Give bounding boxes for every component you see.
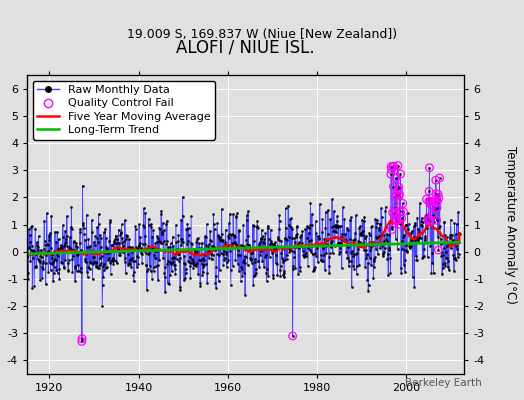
Point [395, 184, 403, 190]
Point [434, 195, 443, 201]
Point [399, 200, 407, 207]
Point [392, 175, 400, 181]
Point [424, 198, 433, 205]
Point [432, 177, 440, 183]
Point [288, 333, 297, 339]
Point [388, 226, 396, 233]
Point [387, 163, 396, 170]
Point [425, 218, 434, 224]
Point [432, 190, 440, 197]
Point [391, 194, 399, 200]
Point [396, 171, 405, 177]
Point [390, 214, 399, 220]
Point [397, 215, 406, 222]
Point [429, 202, 437, 209]
Point [425, 164, 434, 171]
Point [387, 171, 395, 177]
Point [389, 184, 398, 190]
Point [395, 191, 403, 198]
Point [433, 199, 442, 205]
Point [434, 191, 442, 198]
Point [390, 205, 398, 212]
Point [388, 210, 397, 216]
Point [435, 175, 444, 181]
Point [433, 205, 441, 211]
Point [394, 162, 402, 169]
Point [396, 221, 404, 228]
Point [391, 209, 399, 215]
Point [393, 218, 401, 224]
Point [434, 247, 443, 253]
Point [429, 212, 438, 218]
Point [396, 208, 405, 215]
Point [425, 188, 433, 194]
Point [427, 198, 435, 205]
Point [430, 199, 438, 205]
Point [392, 192, 400, 198]
Point [392, 216, 401, 223]
Legend: Raw Monthly Data, Quality Control Fail, Five Year Moving Average, Long-Term Tren: Raw Monthly Data, Quality Control Fail, … [32, 81, 215, 140]
Point [427, 201, 435, 208]
Point [432, 217, 441, 224]
Point [389, 163, 397, 170]
Y-axis label: Temperature Anomaly (°C): Temperature Anomaly (°C) [504, 146, 517, 304]
Point [431, 197, 439, 203]
Title: ALOFI / NIUE ISL.: ALOFI / NIUE ISL. [177, 39, 315, 57]
Point [399, 208, 408, 215]
Point [424, 217, 432, 224]
Point [78, 338, 86, 345]
Point [387, 166, 396, 173]
Point [424, 214, 433, 220]
Point [422, 196, 431, 202]
Point [390, 163, 398, 170]
Point [394, 186, 402, 193]
Point [78, 336, 86, 342]
Text: 19.009 S, 169.837 W (Niue [New Zealand]): 19.009 S, 169.837 W (Niue [New Zealand]) [127, 28, 397, 41]
Point [395, 193, 403, 199]
Text: Berkeley Earth: Berkeley Earth [406, 378, 482, 388]
